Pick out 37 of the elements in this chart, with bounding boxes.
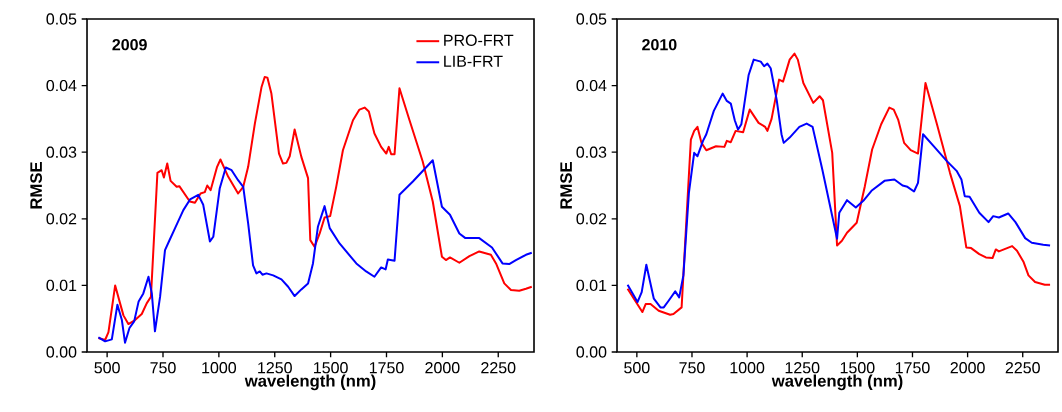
y-tick-label: 0.04 <box>46 79 77 92</box>
x-tick-label: 1000 <box>730 362 765 374</box>
legend-label: PRO-FRT <box>444 34 514 46</box>
x-tick-label: 1500 <box>314 362 348 374</box>
x-axis-title: wavelength (nm) <box>244 374 376 391</box>
y-tick-label: 0.02 <box>576 213 607 225</box>
y-tick-label: 0.00 <box>576 346 607 358</box>
x-tick-label: 500 <box>94 362 120 374</box>
y-tick-label: 0.03 <box>576 146 607 158</box>
x-tick-label: 2250 <box>1005 362 1040 374</box>
x-tick-label: 1750 <box>895 362 930 374</box>
y-tick-label: 0.04 <box>576 79 607 92</box>
y-axis-title: RMSE <box>560 162 573 209</box>
y-tick-label: 0.00 <box>46 346 77 358</box>
x-tick-label: 1250 <box>258 362 292 374</box>
x-tick-label: 2000 <box>425 362 460 374</box>
y-axis-title: RMSE <box>30 162 43 209</box>
y-tick-label: 0.05 <box>46 13 77 25</box>
x-axis-title: wavelength (nm) <box>771 374 903 391</box>
x-tick-label: 2250 <box>481 362 516 374</box>
x-tick-label: 750 <box>150 362 176 374</box>
y-tick-label: 0.03 <box>46 146 77 158</box>
x-tick-label: 1250 <box>785 362 820 374</box>
x-tick-label: 750 <box>679 362 705 374</box>
text: 2010 <box>642 39 677 51</box>
y-tick-label: 0.02 <box>46 213 77 225</box>
y-tick-label: 0.05 <box>576 13 607 25</box>
x-tick-label: 1000 <box>202 362 237 374</box>
x-tick-label: 1500 <box>840 362 875 374</box>
x-tick-label: 500 <box>624 362 650 374</box>
y-tick-label: 0.01 <box>46 279 77 292</box>
legend-label: LIB-FRT <box>444 55 503 67</box>
text: 2009 <box>112 39 147 51</box>
x-tick-label: 2000 <box>950 362 985 374</box>
y-tick-label: 0.01 <box>576 279 607 292</box>
x-tick-label: 1750 <box>369 362 404 374</box>
line-series <box>97 159 533 344</box>
